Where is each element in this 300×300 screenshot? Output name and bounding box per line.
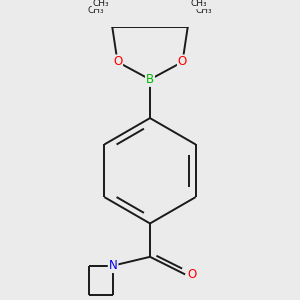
Text: CH₃: CH₃ [191,0,208,8]
Text: CH₃: CH₃ [195,6,212,15]
Text: O: O [178,56,187,68]
Text: B: B [146,73,154,86]
Text: O: O [113,56,122,68]
Text: O: O [188,268,197,281]
Text: CH₃: CH₃ [88,6,105,15]
Text: CH₃: CH₃ [92,0,109,8]
Text: N: N [109,259,118,272]
